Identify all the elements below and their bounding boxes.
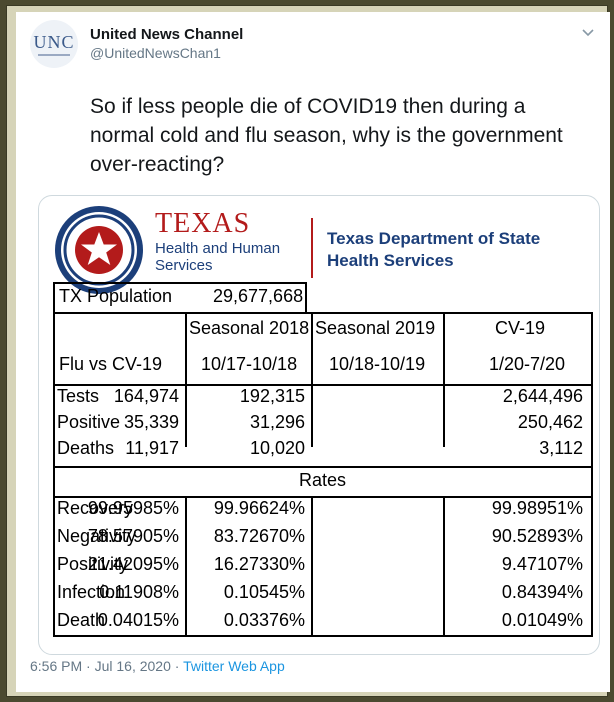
row-label-recovery: Recovery bbox=[57, 498, 134, 518]
recovery-2018: 99.95985% bbox=[87, 498, 179, 518]
population-value: 29,677,668 bbox=[213, 286, 304, 306]
row-label-deaths: Deaths bbox=[57, 438, 115, 458]
negativity-2018: 78.57905% bbox=[87, 526, 179, 546]
col-header-seasonal-2019: Seasonal 2019 bbox=[315, 318, 436, 338]
logo-divider bbox=[311, 218, 313, 278]
chevron-down-icon[interactable] bbox=[580, 24, 596, 40]
col-header-cv19: CV-19 bbox=[495, 318, 546, 338]
col-date-cv19: 1/20-7/20 bbox=[489, 354, 566, 374]
row-label-positive: Positive bbox=[57, 412, 121, 432]
col-date-2019: 10/18-10/19 bbox=[329, 354, 426, 374]
tests-2018: 164,974 bbox=[113, 386, 179, 406]
infection-cv19: 0.84394% bbox=[501, 582, 583, 602]
tweet-footer: 6:56 PM · Jul 16, 2020 · Twitter Web App bbox=[30, 658, 285, 674]
tests-cv19: 2,644,496 bbox=[502, 386, 583, 406]
avatar[interactable]: UNC bbox=[30, 20, 78, 68]
recovery-2019: 99.96624% bbox=[213, 498, 305, 518]
positive-2019: 31,296 bbox=[249, 412, 305, 432]
logo-subtitle: Health and Human Services bbox=[155, 240, 281, 274]
deaths-2018: 11,917 bbox=[125, 438, 179, 458]
positive-cv19: 250,462 bbox=[517, 412, 583, 432]
row-label-death: Death bbox=[57, 610, 106, 630]
death-cv19: 0.01049% bbox=[501, 610, 583, 630]
tweet-card[interactable]: UNC United News Channel @UnitedNewsChan1… bbox=[16, 12, 610, 692]
row-label-positivity: Positivity bbox=[57, 554, 129, 574]
negativity-cv19: 90.52893% bbox=[491, 526, 583, 546]
logo-title: TEXAS bbox=[155, 208, 251, 239]
col-header-seasonal-2018: Seasonal 2018 bbox=[189, 318, 310, 338]
positivity-2019: 16.27330% bbox=[213, 554, 305, 574]
recovery-cv19: 99.98951% bbox=[491, 498, 583, 518]
rates-label: Rates bbox=[299, 470, 347, 490]
infection-2018: 0.11908% bbox=[99, 582, 179, 602]
population-label: TX Population bbox=[59, 286, 173, 306]
footer-separator: · bbox=[170, 658, 184, 674]
deaths-cv19: 3,112 bbox=[539, 438, 583, 458]
avatar-underline bbox=[38, 54, 70, 56]
row-label-tests: Tests bbox=[57, 386, 100, 406]
row-label-infection: Infection bbox=[57, 582, 126, 602]
infection-2019: 0.10545% bbox=[223, 582, 305, 602]
tweet-image[interactable]: TEXAS Health and Human Services Texas De… bbox=[38, 195, 600, 655]
department-name: Texas Department of State Health Service… bbox=[327, 229, 541, 270]
deaths-2019: 10,020 bbox=[249, 438, 305, 458]
col-date-2018: 10/17-10/18 bbox=[201, 354, 298, 374]
row-header-label: Flu vs CV-19 bbox=[59, 354, 163, 374]
negativity-2019: 83.72670% bbox=[213, 526, 305, 546]
flu-vs-covid-table: TX Population 29,677,668 Seasonal 2018 S… bbox=[53, 282, 593, 637]
tests-2019: 192,315 bbox=[239, 386, 305, 406]
user-handle[interactable]: @UnitedNewsChan1 bbox=[90, 45, 221, 61]
tweet-text: So if less people die of COVID19 then du… bbox=[90, 95, 563, 176]
positive-2018: 35,339 bbox=[123, 412, 179, 432]
row-label-negativity: Negativity bbox=[57, 526, 137, 546]
texas-star-seal-icon bbox=[55, 206, 143, 294]
display-name[interactable]: United News Channel bbox=[90, 26, 244, 43]
positivity-cv19: 9.47107% bbox=[501, 554, 583, 574]
tweet-timestamp[interactable]: 6:56 PM · Jul 16, 2020 bbox=[30, 658, 171, 674]
positivity-2018: 21.42095% bbox=[87, 554, 179, 574]
death-2019: 0.03376% bbox=[223, 610, 305, 630]
avatar-logo-text: UNC bbox=[33, 32, 75, 52]
source-app-link[interactable]: Twitter Web App bbox=[183, 658, 285, 674]
death-2018: 0.04015% bbox=[97, 610, 179, 630]
